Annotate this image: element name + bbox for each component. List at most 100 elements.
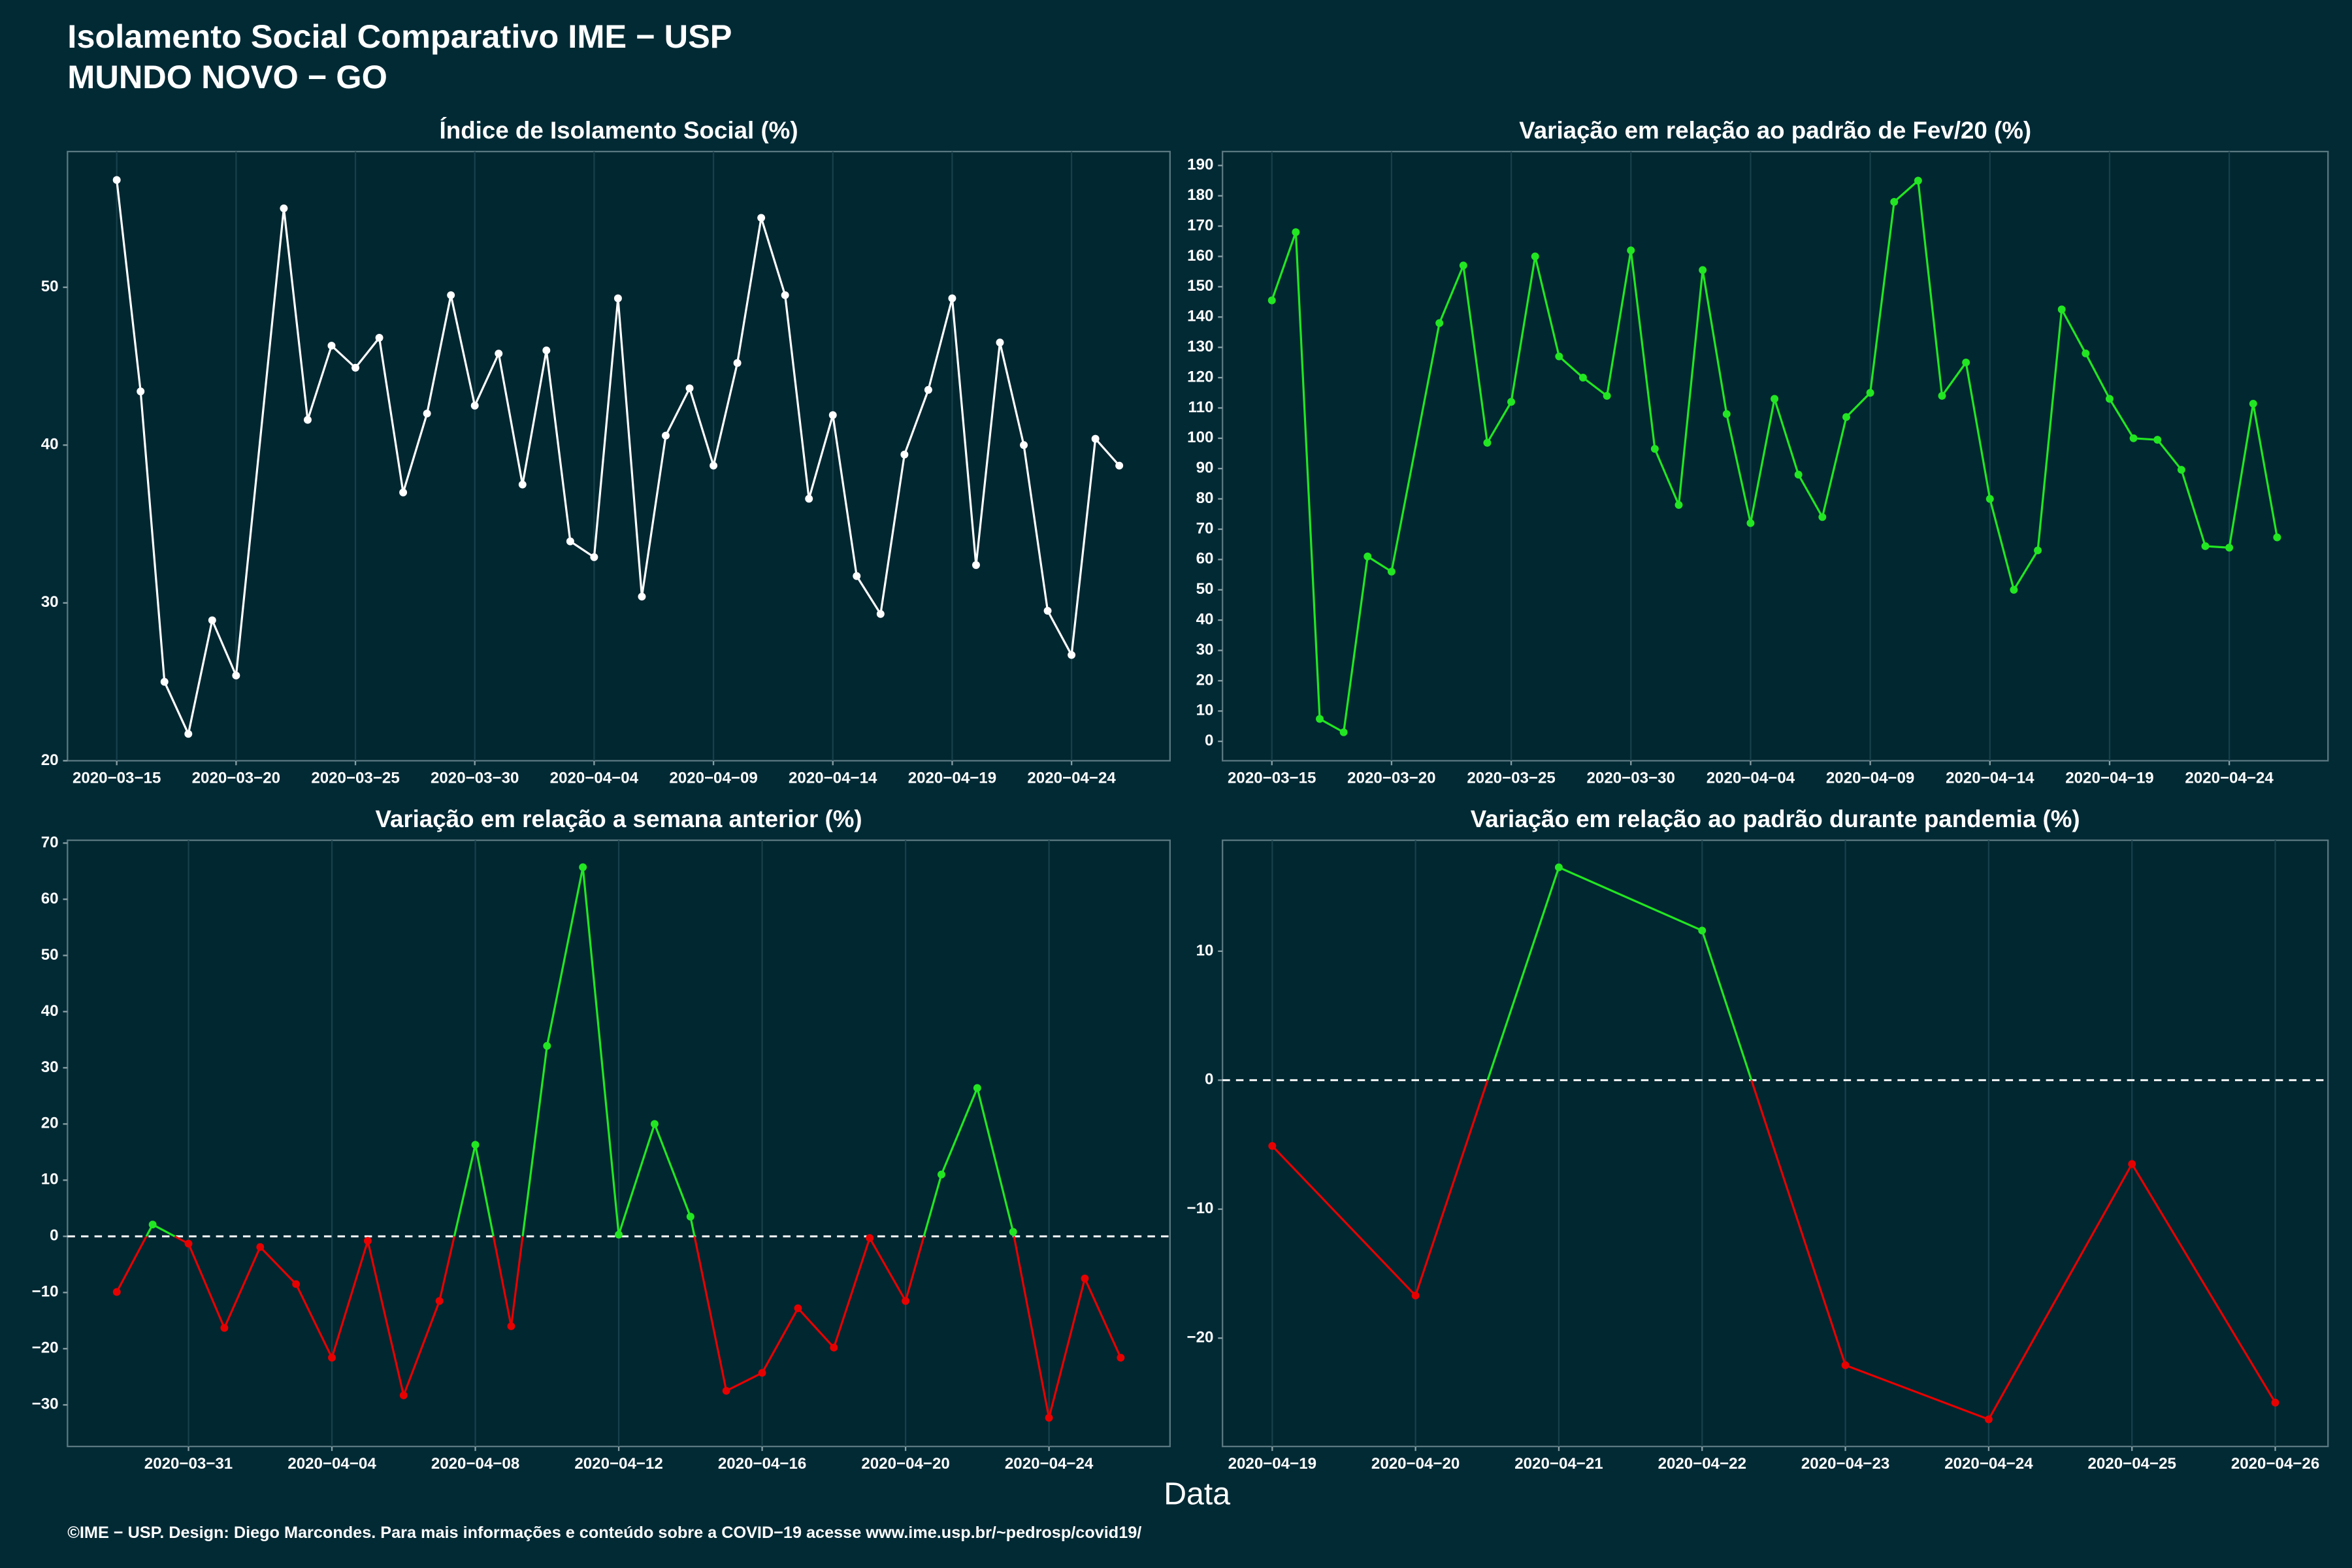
line-segment xyxy=(295,1283,333,1358)
data-point xyxy=(1268,1142,1277,1150)
y-tick-label: −20 xyxy=(1186,1329,1213,1347)
x-tick-label: 2020−04−04 xyxy=(1707,769,1795,787)
data-point xyxy=(137,387,145,396)
data-point xyxy=(112,176,121,184)
line-segment xyxy=(653,1123,692,1217)
data-point xyxy=(2082,349,2090,357)
data-point xyxy=(1507,398,1516,406)
line-segment xyxy=(367,1240,405,1396)
data-point xyxy=(184,1239,193,1248)
y-tick-label: −30 xyxy=(32,1396,59,1413)
y-tick-label: 30 xyxy=(41,1058,59,1076)
x-tick-label: 2020−04−09 xyxy=(669,769,757,787)
x-axis-label: Data xyxy=(1164,1476,1230,1511)
data-point xyxy=(1579,374,1587,382)
line-segment xyxy=(116,1235,148,1293)
data-point xyxy=(638,593,646,601)
data-point xyxy=(900,450,909,459)
page-title: Isolamento Social Comparativo IME − USP xyxy=(67,18,732,55)
data-point xyxy=(1554,863,1563,872)
y-tick-label: 40 xyxy=(41,1002,59,1020)
line-segment xyxy=(904,1235,925,1301)
y-tick-label: 60 xyxy=(41,890,59,907)
y-tick-label: 180 xyxy=(1187,186,1213,204)
line-segment xyxy=(331,1240,369,1358)
line-segment xyxy=(188,1243,225,1329)
line xyxy=(1271,178,2278,734)
data-point xyxy=(328,1354,336,1362)
data-point xyxy=(327,342,336,350)
data-point xyxy=(2128,1160,2136,1168)
chart-title: Variação em relação ao padrão de Fev/20 … xyxy=(1519,117,2031,144)
data-point xyxy=(1043,606,1052,615)
data-point xyxy=(160,678,169,686)
line-segment xyxy=(1701,930,1753,1081)
x-tick-label: 2020−03−30 xyxy=(431,769,519,787)
x-tick-label: 2020−04−19 xyxy=(2065,769,2153,787)
y-tick-label: 100 xyxy=(1187,429,1213,446)
data-point xyxy=(292,1280,301,1288)
line-segment xyxy=(402,1300,441,1396)
data-point xyxy=(794,1304,802,1313)
x-tick-label: 2020−04−20 xyxy=(861,1455,949,1473)
data-point xyxy=(2177,466,2185,474)
line-segment xyxy=(510,1236,524,1327)
data-point xyxy=(1459,261,1467,270)
data-point xyxy=(685,384,694,393)
line-segment xyxy=(492,1236,513,1327)
data-point xyxy=(1555,352,1563,361)
data-point xyxy=(579,863,587,872)
x-tick-label: 2020−03−31 xyxy=(144,1455,233,1473)
data-point xyxy=(399,1391,408,1399)
data-point xyxy=(757,214,766,222)
data-point xyxy=(1081,1274,1089,1282)
data-point xyxy=(2057,305,2066,314)
data-point xyxy=(2105,395,2114,403)
data-point xyxy=(1009,1228,1017,1236)
data-point xyxy=(566,537,574,546)
data-point xyxy=(1117,1354,1125,1362)
data-point xyxy=(2153,436,2162,444)
data-point xyxy=(650,1120,659,1128)
line-segment xyxy=(976,1087,1015,1232)
y-tick-label: 70 xyxy=(1196,519,1214,537)
line-segment xyxy=(1558,866,1703,932)
data-point xyxy=(2129,434,2138,442)
line-segment xyxy=(1414,1079,1489,1296)
line-segment xyxy=(152,1223,176,1237)
data-point xyxy=(686,1213,694,1221)
data-point xyxy=(2249,399,2257,408)
data-point xyxy=(830,1343,838,1352)
line-segment xyxy=(761,1307,799,1374)
x-tick-label: 2020−04−19 xyxy=(1228,1455,1316,1473)
chart-title: Índice de Isolamento Social (%) xyxy=(440,117,798,144)
y-tick-label: 110 xyxy=(1188,399,1213,416)
data-point xyxy=(1841,1361,1850,1369)
data-point xyxy=(662,431,670,440)
data-point xyxy=(470,401,479,410)
data-point xyxy=(232,671,240,679)
panel xyxy=(1222,150,2329,762)
data-point xyxy=(112,1288,121,1296)
data-point xyxy=(1722,410,1731,418)
data-point xyxy=(507,1322,515,1330)
data-point xyxy=(972,561,980,569)
y-tick-label: 30 xyxy=(1196,641,1214,659)
data-point xyxy=(447,291,455,299)
x-tick-label: 2020−03−20 xyxy=(192,769,280,787)
data-point xyxy=(924,385,932,394)
data-point xyxy=(280,204,288,212)
data-point xyxy=(805,495,813,503)
line-segment xyxy=(1486,867,1560,1081)
y-tick-label: 30 xyxy=(41,593,59,611)
line-segment xyxy=(617,1123,656,1235)
y-tick-label: 0 xyxy=(1205,1071,1213,1088)
x-tick-label: 2020−03−25 xyxy=(311,769,399,787)
data-point xyxy=(1650,445,1659,453)
x-tick-label: 2020−04−04 xyxy=(287,1455,376,1473)
data-point xyxy=(399,488,408,497)
x-tick-label: 2020−04−08 xyxy=(431,1455,519,1473)
data-point xyxy=(1531,252,1539,261)
